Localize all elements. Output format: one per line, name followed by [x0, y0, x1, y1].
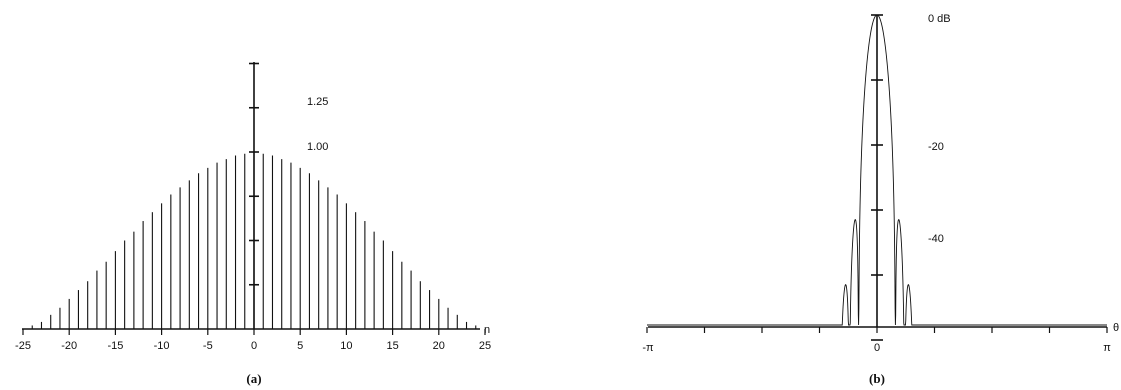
y-tick-label-1-00: 1.00 [307, 141, 328, 153]
x-tick-label: 10 [340, 340, 352, 352]
caption-b: (b) [869, 371, 885, 386]
x-axis-ticks [646, 327, 1108, 333]
x-axis-label: n [484, 324, 490, 336]
x-tick-label: 20 [433, 340, 445, 352]
frequency-response-panel: θ 0 dB -20 -40 -π 0 π (b) [642, 13, 1119, 386]
y-axis-ticks [871, 14, 883, 341]
y-tick-label-0db: 0 dB [928, 13, 951, 25]
y-tick-label-1-25: 1.25 [307, 96, 328, 108]
x-tick-label: -15 [107, 340, 123, 352]
x-tick-label: -10 [154, 340, 170, 352]
y-axis-ticks [249, 62, 259, 286]
x-tick-label: 0 [251, 340, 257, 352]
y-tick-label-minus20: -20 [928, 141, 944, 153]
caption-a: (a) [246, 371, 261, 386]
x-axis-label: θ [1113, 322, 1119, 334]
x-tick-label: 5 [297, 340, 303, 352]
x-axis-ticks: -25 -20 -15 -10 -5 0 5 10 15 20 25 [15, 329, 491, 352]
x-tick-label: 25 [479, 340, 491, 352]
x-tick-label-zero: 0 [874, 342, 880, 354]
x-tick-label: -25 [15, 340, 31, 352]
stem-plot-panel: -25 -20 -15 -10 -5 0 5 10 15 20 25 n 1.25 1.00 (a) [15, 62, 491, 386]
x-tick-label: -5 [203, 340, 213, 352]
y-tick-label-minus40: -40 [928, 233, 944, 245]
x-tick-label: -20 [61, 340, 77, 352]
x-tick-label-pi: π [1103, 342, 1111, 354]
x-tick-label: 15 [386, 340, 398, 352]
x-tick-label-minus-pi: -π [642, 342, 654, 354]
